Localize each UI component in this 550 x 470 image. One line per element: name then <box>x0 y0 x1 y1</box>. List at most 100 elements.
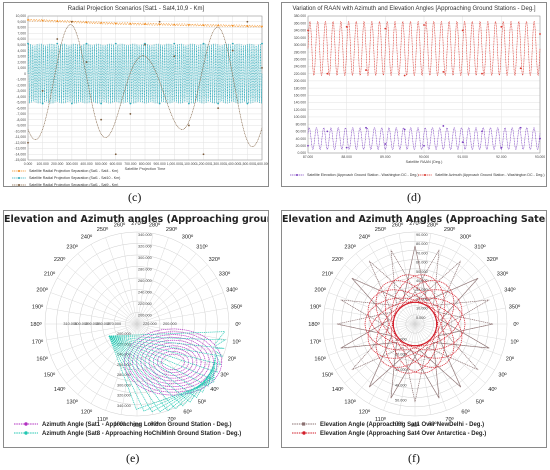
polar-spoke <box>136 307 228 325</box>
angle-label: 340º <box>504 286 515 293</box>
x-tick-label: 1,500.000 <box>240 162 255 166</box>
data-point <box>403 74 406 77</box>
angle-label: 90º <box>411 422 419 429</box>
polar-spoke <box>50 292 138 325</box>
radial-tick-label: 260.000 <box>117 363 131 367</box>
polar-spoke <box>414 244 462 325</box>
y-tick-label: 120.000 <box>294 108 306 112</box>
angle-label: 300º <box>182 234 193 241</box>
panel-c: Radial Projection Scenarios [Sat1 - Sat4… <box>3 2 269 187</box>
y-tick-label: 180.000 <box>294 86 306 90</box>
y-tick-label: 320.000 <box>294 36 306 40</box>
polar-spoke <box>383 237 416 325</box>
x-axis-label: Satellite Projection Time <box>125 167 166 171</box>
x-tick-label: 1,600.000 <box>254 162 269 166</box>
radial-tick-label: 290.000 <box>85 322 99 326</box>
radial-tick-label: 0.000 <box>416 316 426 320</box>
polar-spoke <box>398 233 416 325</box>
series-line <box>307 21 541 76</box>
polar-spoke <box>414 323 432 415</box>
data-point <box>173 42 176 45</box>
polar-spoke <box>355 323 416 395</box>
data-point <box>246 20 249 23</box>
data-point <box>41 102 44 105</box>
angle-label: 140º <box>332 386 343 393</box>
data-point <box>261 66 263 69</box>
polar-spoke <box>414 277 495 325</box>
angle-label: 30º <box>498 372 506 379</box>
angle-label: 220º <box>332 256 343 263</box>
polar-spoke <box>77 323 138 395</box>
angle-label: 280º <box>427 222 438 229</box>
legend-marker <box>424 174 426 176</box>
data-point <box>217 24 220 27</box>
legend-marker <box>24 431 28 435</box>
radial-tick-label: 310.000 <box>63 322 77 326</box>
polar-spoke <box>90 244 138 325</box>
y-tick-label: 340.000 <box>294 29 306 33</box>
angle-label: 190º <box>310 303 321 310</box>
series-trace <box>152 348 194 376</box>
legend-marker <box>18 170 20 172</box>
data-point <box>173 23 176 26</box>
data-point <box>187 102 190 105</box>
caption-c: (c) <box>128 190 142 204</box>
x-tick-label: 100.000 <box>36 162 48 166</box>
y-tick-label: 140.000 <box>294 101 306 105</box>
y-tick-label: 280.000 <box>294 50 306 54</box>
data-point <box>519 67 522 70</box>
y-tick-label: -1,000 <box>16 78 26 82</box>
angle-label: 120º <box>359 408 370 415</box>
data-point <box>144 43 146 46</box>
radial-tick-label: 30.000 <box>416 288 428 292</box>
legend-marker <box>24 422 28 426</box>
angle-label: 210º <box>322 271 333 278</box>
x-tick-label: 1,200.000 <box>196 162 211 166</box>
data-point <box>231 42 234 45</box>
series-trace <box>108 335 227 347</box>
data-point <box>129 113 132 115</box>
angle-label: 10º <box>232 339 240 346</box>
y-tick-label: 220.000 <box>294 72 306 76</box>
angle-label: 20º <box>506 356 514 363</box>
data-point <box>27 19 29 21</box>
data-point <box>100 22 103 24</box>
angle-label: 120º <box>81 408 92 415</box>
y-tick-label: -8,000 <box>16 118 26 122</box>
y-tick-label: 60.000 <box>296 130 306 134</box>
data-point <box>114 42 117 45</box>
data-point <box>246 25 249 27</box>
radial-tick-label: 200.000 <box>163 322 177 326</box>
polar-spoke <box>414 323 475 395</box>
x-tick-label: 88.000 <box>341 155 351 159</box>
y-tick-label: -6,000 <box>16 106 26 110</box>
x-tick-label: 800.000 <box>139 162 151 166</box>
legend-label: Satellite Radial Projection Separation (… <box>29 169 118 173</box>
polar-spoke <box>90 323 138 404</box>
x-tick-label: 1,100.000 <box>181 162 196 166</box>
x-tick-label: 700.000 <box>124 162 136 166</box>
y-tick-label: -5,000 <box>16 101 26 105</box>
legend-label: Satellite Radial Projection Separation (… <box>29 176 120 180</box>
polar-spoke <box>136 323 217 371</box>
polar-spoke <box>414 323 495 371</box>
angle-label: 100º <box>114 420 125 427</box>
x-tick-label: 93.000 <box>535 155 545 159</box>
angle-label: 200º <box>314 286 325 293</box>
angle-label: 70º <box>167 416 175 423</box>
angle-label: 110º <box>97 416 108 423</box>
data-point <box>384 27 387 30</box>
series-line <box>307 127 541 150</box>
x-tick-label: 500.000 <box>95 162 107 166</box>
data-point <box>307 144 309 147</box>
polar-spoke <box>324 323 416 341</box>
angle-label: 30º <box>220 372 228 379</box>
data-point <box>365 126 367 129</box>
angle-label: 170º <box>310 339 321 346</box>
data-point <box>423 144 425 147</box>
radial-tick-label: 10.000 <box>416 307 428 311</box>
y-tick-label: 0 <box>24 72 26 76</box>
radial-tick-label: 240.000 <box>138 291 152 295</box>
series-trace <box>392 289 463 347</box>
